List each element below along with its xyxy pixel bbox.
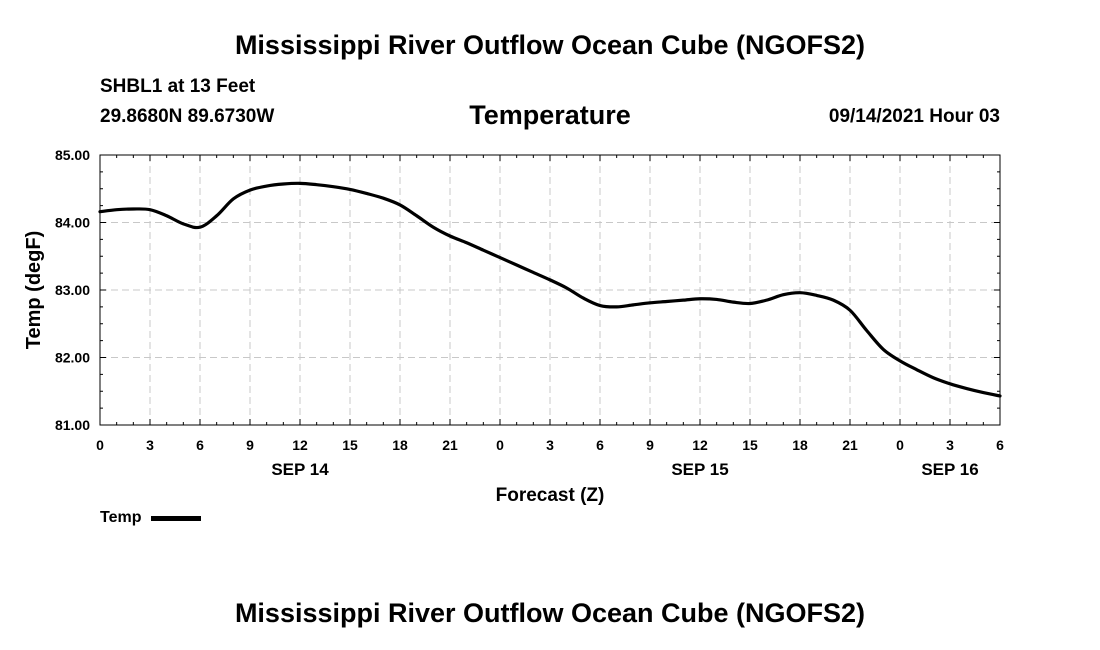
day-label: SEP 16 <box>921 460 978 479</box>
plot-frame <box>99 154 1001 426</box>
y-tick-label: 84.00 <box>55 215 90 231</box>
legend-label: Temp <box>100 509 142 526</box>
y-tick-label: 81.00 <box>55 417 90 433</box>
footer-title: Mississippi River Outflow Ocean Cube (NG… <box>234 598 866 628</box>
station-label: SHBL1 at 13 Feet <box>100 76 256 97</box>
x-tick-label: 9 <box>646 437 654 453</box>
x-tick-label: 9 <box>246 437 254 453</box>
coordinates-label: 29.8680N 89.6730W <box>100 106 275 127</box>
day-label: SEP 15 <box>671 460 728 479</box>
x-tick-label: 3 <box>946 437 954 453</box>
grid-lines <box>100 155 1000 425</box>
y-axis-label: Temp (degF) <box>23 231 45 350</box>
x-tick-label: 0 <box>496 437 504 453</box>
series-line-temp <box>98 181 1002 398</box>
x-axis-label: Forecast (Z) <box>496 485 605 506</box>
main-title: Mississippi River Outflow Ocean Cube (NG… <box>234 30 866 60</box>
legend: Temp <box>100 509 202 527</box>
x-tick-label: 6 <box>596 437 604 453</box>
x-tick-label: 15 <box>742 437 758 453</box>
x-tick-label: 21 <box>842 437 858 453</box>
x-tick-label: 0 <box>896 437 904 453</box>
x-tick-label: 6 <box>196 437 204 453</box>
plot-title: Temperature <box>469 100 631 130</box>
x-tick-label: 12 <box>692 437 708 453</box>
x-tick-label: 21 <box>442 437 458 453</box>
x-tick-label: 15 <box>342 437 358 453</box>
x-tick-label: 12 <box>292 437 308 453</box>
legend-swatch <box>151 515 202 521</box>
x-tick-label: 18 <box>792 437 808 453</box>
x-tick-label: 6 <box>996 437 1004 453</box>
day-label: SEP 14 <box>271 460 329 479</box>
axis-labels: 0 3 6 9 12 15 18 21 0 3 6 9 12 15 18 21 0 3 6 81.00 82.00 83.… <box>55 147 1004 479</box>
y-tick-label: 85.00 <box>55 147 90 163</box>
x-tick-label: 3 <box>146 437 154 453</box>
x-tick-label: 18 <box>392 437 408 453</box>
x-tick-label: 3 <box>546 437 554 453</box>
y-tick-label: 82.00 <box>55 350 90 366</box>
series-layer <box>98 181 1002 398</box>
x-tick-label: 0 <box>96 437 104 453</box>
forecast-datetime: 09/14/2021 Hour 03 <box>828 106 1000 127</box>
y-tick-label: 83.00 <box>55 282 90 298</box>
